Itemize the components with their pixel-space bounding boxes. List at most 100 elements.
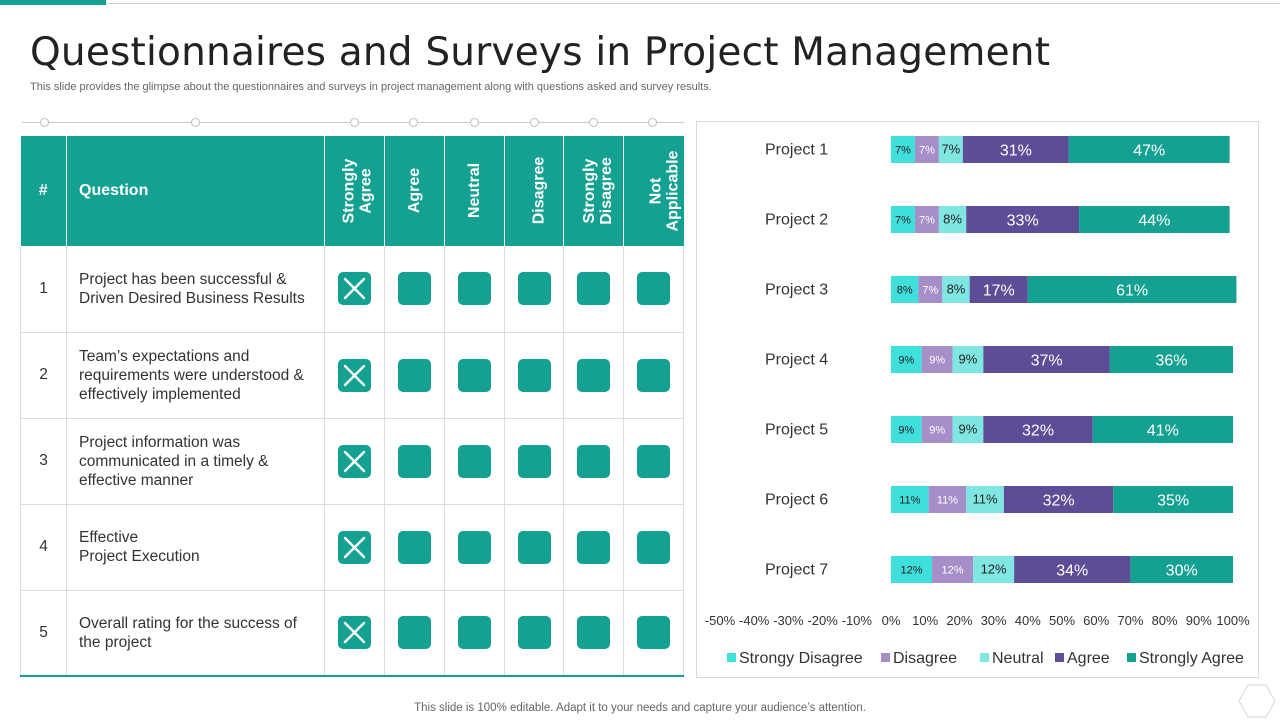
- answer-checkbox-neutral[interactable]: [458, 272, 491, 306]
- data-label: 7%: [919, 145, 935, 157]
- data-label: 7%: [919, 215, 935, 227]
- bar-segment: [952, 346, 984, 373]
- answer-cell-neutral: [444, 418, 505, 505]
- answer-checkbox-strongly-disagree[interactable]: [577, 444, 610, 478]
- legend-label: Strongly Agree: [1139, 650, 1244, 667]
- timeline-dot: [648, 118, 657, 127]
- x-tick-label: -40%: [739, 613, 770, 628]
- question-text: Effective Project Execution: [66, 504, 325, 591]
- question-line: requirements were understood &: [79, 366, 304, 384]
- question-line: Driven Desired Business Results: [79, 289, 305, 307]
- answer-checkbox-not-applicable[interactable]: [637, 530, 670, 564]
- x-tick-label: 90%: [1186, 613, 1212, 628]
- answer-checkbox-strongly-disagree[interactable]: [577, 358, 610, 392]
- timeline-dot: [530, 118, 539, 127]
- bar-segment: [952, 416, 984, 443]
- answer-checkbox-not-applicable[interactable]: [637, 272, 670, 306]
- bar-segment: [983, 416, 1093, 443]
- table-row: 3 Project information was communicated in …: [20, 418, 684, 505]
- answer-checkbox-strongly-agree[interactable]: [338, 358, 371, 392]
- survey-table: # Question Strongly Agree Agree Neutral D…: [20, 136, 684, 677]
- answer-checkbox-neutral[interactable]: [458, 358, 491, 392]
- bar-segment: [1113, 486, 1233, 513]
- answer-cell-agree: [384, 590, 445, 677]
- data-label: 36%: [1155, 353, 1187, 370]
- answer-checkbox-agree[interactable]: [398, 358, 431, 392]
- answer-checkbox-not-applicable[interactable]: [637, 616, 670, 650]
- answer-checkbox-strongly-disagree[interactable]: [577, 530, 610, 564]
- answer-checkbox-agree[interactable]: [398, 616, 431, 650]
- legend-swatch: [1127, 653, 1136, 662]
- top-rule: [106, 3, 1280, 4]
- header-number: #: [20, 136, 67, 246]
- data-label: 34%: [1056, 563, 1088, 580]
- answer-checkbox-neutral[interactable]: [458, 530, 491, 564]
- row-number: 4: [20, 504, 67, 591]
- top-accent-bar: [0, 0, 106, 5]
- category-label: Project 3: [765, 282, 828, 299]
- bar-segment: [928, 486, 967, 513]
- question-text: Team’s expectations and requirements were…: [66, 332, 325, 419]
- answer-checkbox-disagree[interactable]: [517, 272, 551, 306]
- bar-segment: [938, 206, 967, 233]
- bar-segment: [891, 136, 915, 163]
- answer-checkbox-strongly-agree[interactable]: [338, 444, 371, 478]
- answer-checkbox-neutral[interactable]: [458, 444, 491, 478]
- table-header-row: # Question Strongly Agree Agree Neutral D…: [20, 136, 684, 246]
- header-strongly-agree-line1: Strongly: [340, 158, 358, 223]
- timeline-dot: [589, 118, 598, 127]
- header-agree-label: Agree: [405, 167, 423, 214]
- answer-checkbox-strongly-agree[interactable]: [338, 272, 371, 306]
- data-label: 31%: [1000, 143, 1032, 160]
- bar-segment: [962, 136, 1069, 163]
- answer-cell-agree: [384, 246, 445, 333]
- answer-checkbox-disagree[interactable]: [517, 358, 551, 392]
- bar-segment: [921, 346, 953, 373]
- data-label: 11%: [937, 495, 958, 507]
- answer-checkbox-strongly-agree[interactable]: [338, 616, 371, 650]
- data-label: 7%: [941, 142, 960, 157]
- answer-checkbox-disagree[interactable]: [517, 616, 551, 650]
- footer-note: This slide is 100% editable. Adapt it to…: [414, 702, 866, 714]
- bar-segment: [914, 206, 939, 233]
- legend-swatch: [1055, 653, 1064, 662]
- question-line: effective manner: [79, 471, 194, 489]
- data-label: 9%: [898, 425, 914, 437]
- answer-checkbox-disagree[interactable]: [517, 444, 551, 478]
- question-line: the project: [79, 633, 152, 651]
- answer-checkbox-strongly-disagree[interactable]: [577, 272, 610, 306]
- answer-checkbox-not-applicable[interactable]: [637, 358, 670, 392]
- data-label: 11%: [899, 495, 920, 507]
- answer-cell-not-applicable: [623, 590, 684, 677]
- data-label: 17%: [983, 283, 1015, 300]
- answer-cell-disagree: [504, 332, 564, 419]
- data-label: 7%: [895, 215, 911, 227]
- answer-checkbox-disagree[interactable]: [517, 530, 551, 564]
- x-tick-label: 100%: [1216, 613, 1250, 628]
- question-text: Overall rating for the success of the pro…: [66, 590, 325, 677]
- answer-cell-strongly-agree: [324, 332, 385, 419]
- data-label: 12%: [942, 565, 964, 577]
- timeline-dot: [409, 118, 418, 127]
- answer-checkbox-not-applicable[interactable]: [637, 444, 670, 478]
- header-disagree-label: Disagree: [530, 156, 548, 225]
- header-strongly-disagree-line1: Strongly: [580, 158, 598, 223]
- question-line: Overall rating for the success of: [79, 614, 297, 632]
- bar-segment: [914, 136, 939, 163]
- answer-checkbox-agree[interactable]: [398, 444, 431, 478]
- question-line: effectively implemented: [79, 385, 241, 403]
- x-tick-label: 50%: [1049, 613, 1075, 628]
- answer-cell-strongly-agree: [324, 418, 385, 505]
- answer-cell-strongly-disagree: [563, 504, 624, 591]
- answer-checkbox-strongly-agree[interactable]: [338, 530, 371, 564]
- answer-checkbox-agree[interactable]: [398, 530, 431, 564]
- answer-checkbox-neutral[interactable]: [458, 616, 491, 650]
- chart-panel: Project 1 7% 7% 7% 31% 47% Project 2 7% 7% 8% 33% 4…: [696, 121, 1259, 678]
- bar-segment: [891, 206, 915, 233]
- data-label: 7%: [922, 285, 938, 297]
- answer-checkbox-agree[interactable]: [398, 272, 431, 306]
- answer-cell-strongly-disagree: [563, 246, 624, 333]
- answer-checkbox-strongly-disagree[interactable]: [577, 616, 610, 650]
- data-label: 32%: [1022, 423, 1054, 440]
- timeline-dot: [40, 118, 49, 127]
